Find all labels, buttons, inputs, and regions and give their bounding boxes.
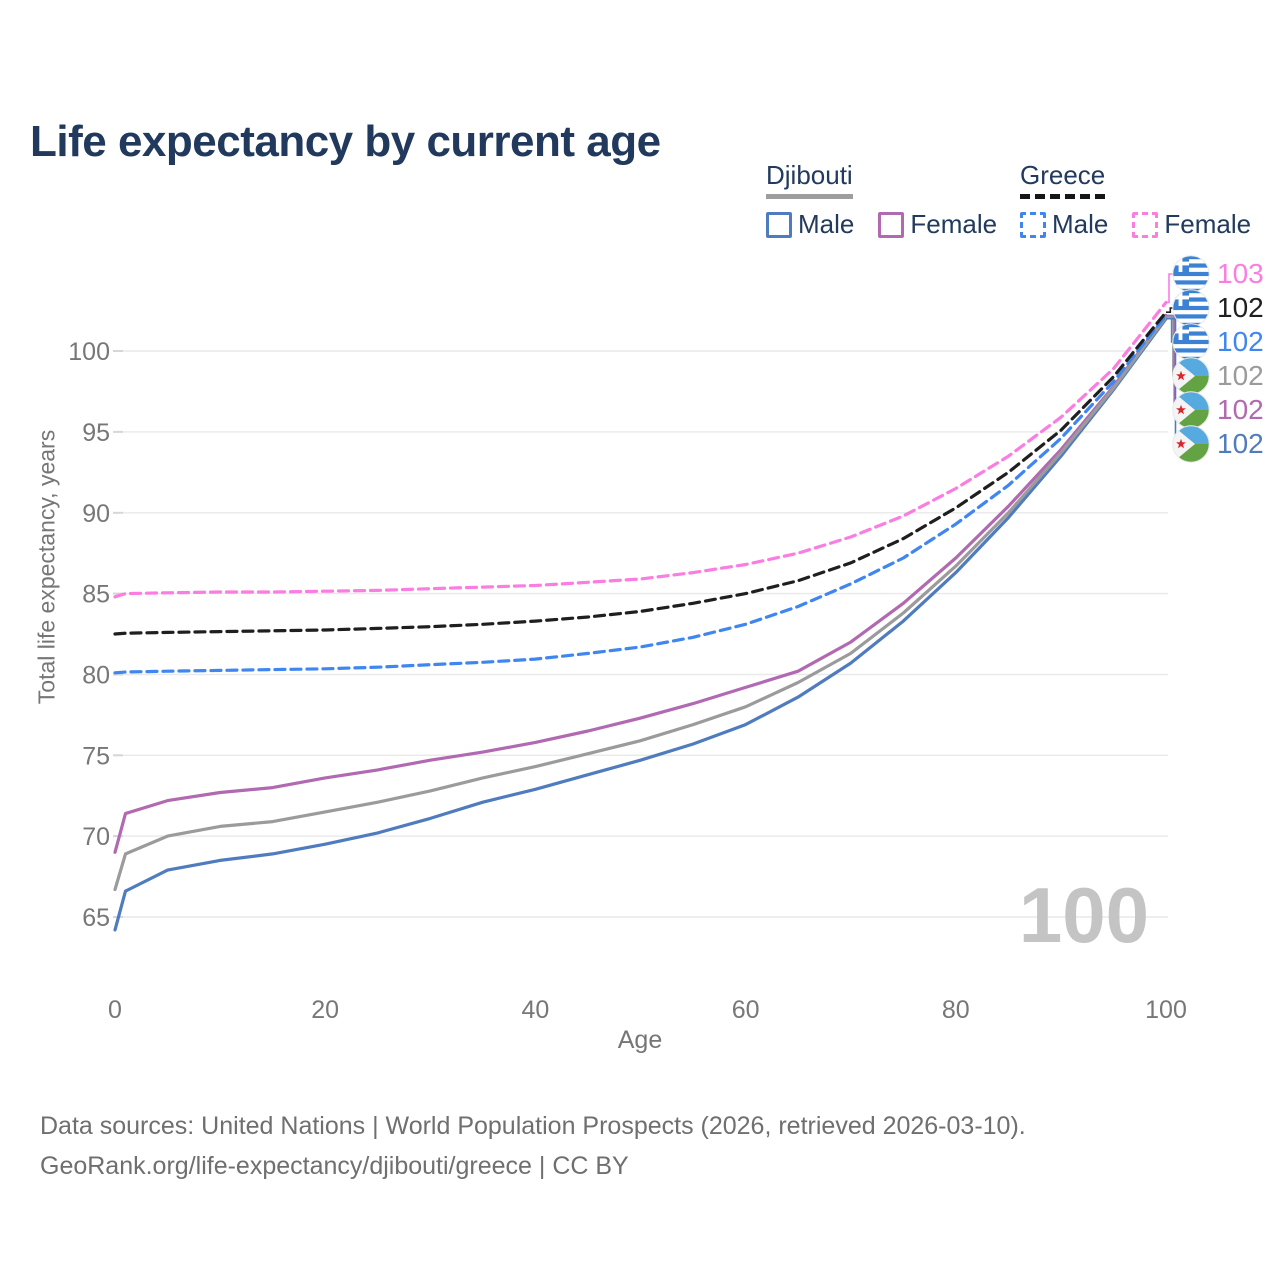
legend-item-label: Male	[798, 209, 855, 239]
footer-url-license: GeoRank.org/life-expectancy/djibouti/gre…	[40, 1152, 629, 1180]
legend-item-greece-male[interactable]: Male	[1020, 209, 1108, 240]
y-tick-label: 95	[82, 419, 110, 447]
y-tick-label: 80	[82, 662, 110, 690]
greece-dashed-line-swatch	[1020, 194, 1106, 199]
legend-country-label: Djibouti	[766, 160, 853, 190]
x-tick-label: 80	[942, 996, 970, 1024]
end-label-connector	[1166, 273, 1174, 304]
legend-item-djibouti-female[interactable]: Female	[878, 209, 997, 240]
series-line-greece-male	[113, 313, 1168, 675]
y-tick-label: 75	[82, 742, 110, 770]
series-line-greece-female	[113, 300, 1168, 599]
x-tick-label: 40	[521, 996, 549, 1024]
age-watermark: 100	[1019, 871, 1149, 959]
djibouti-female-swatch-icon	[878, 211, 905, 238]
y-tick-label: 90	[82, 500, 110, 528]
x-axis-title: Age	[617, 1026, 663, 1054]
legend-country-label: Greece	[1020, 160, 1106, 190]
end-label-connector	[1166, 307, 1174, 313]
series-line-greece	[113, 310, 1168, 636]
legend-item-label: Female	[1164, 209, 1252, 239]
footer-data-sources: Data sources: United Nations | World Pop…	[40, 1112, 1026, 1140]
legend-item-greece-female[interactable]: Female	[1132, 209, 1251, 240]
footer: Data sources: United Nations | World Pop…	[40, 1106, 1026, 1186]
legend-country-greece[interactable]: Greece	[1020, 160, 1106, 199]
djibouti-solid-line-swatch	[766, 194, 853, 199]
greece-male-swatch-icon	[1020, 211, 1046, 238]
legend-item-label: Male	[1052, 209, 1109, 239]
legend-group-djibouti: Djibouti Male Female	[766, 160, 997, 240]
end-label-connector	[1166, 316, 1174, 377]
y-tick-label: 85	[82, 581, 110, 609]
y-tick-label: 65	[82, 904, 110, 932]
x-tick-label: 20	[311, 996, 339, 1024]
x-tick-label: 0	[108, 996, 122, 1024]
series-line-djibouti	[113, 315, 1168, 892]
series-line-djibouti-male	[113, 317, 1168, 932]
greece-female-swatch-icon	[1132, 211, 1159, 238]
x-tick-label: 100	[1145, 996, 1187, 1024]
series-line-djibouti-female	[113, 313, 1168, 854]
x-tick-label: 60	[732, 996, 760, 1024]
legend-item-label: Female	[910, 209, 998, 239]
page-title: Life expectancy by current age	[30, 117, 661, 167]
djibouti-male-swatch-icon	[766, 211, 792, 238]
legend-group-greece: Greece Male Female	[1020, 160, 1251, 240]
legend-country-djibouti[interactable]: Djibouti	[766, 160, 853, 199]
legend-item-djibouti-male[interactable]: Male	[766, 209, 854, 240]
y-tick-label: 100	[68, 338, 110, 366]
y-tick-label: 70	[82, 823, 110, 851]
